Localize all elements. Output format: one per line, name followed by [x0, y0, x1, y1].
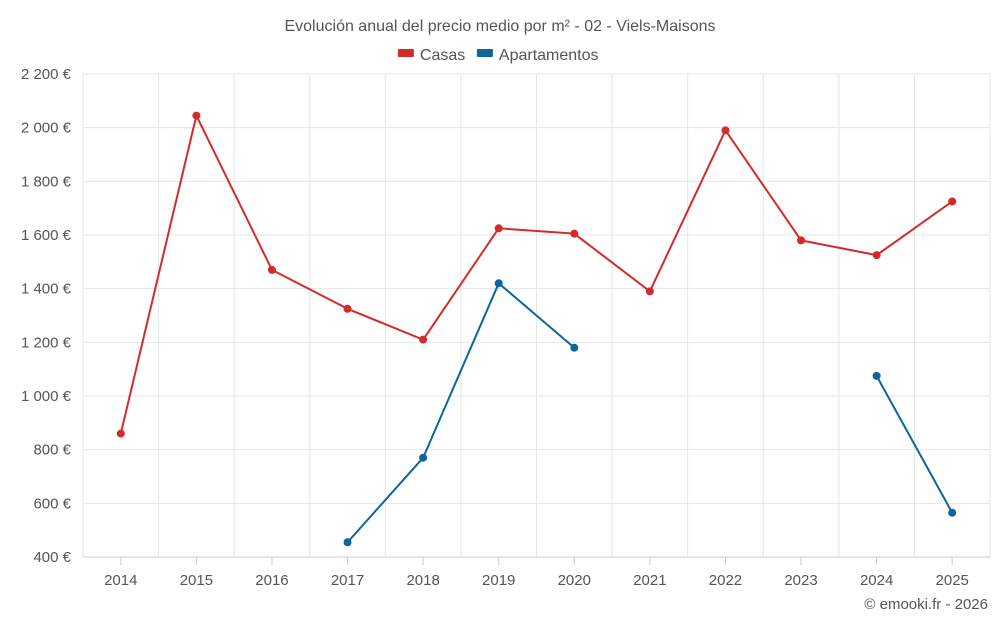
legend: Casas Apartamentos [397, 47, 599, 64]
data-point[interactable] [419, 335, 428, 344]
y-tick-label: 1 000 € [21, 388, 72, 405]
data-point[interactable] [721, 126, 730, 135]
y-tick-label: 400 € [33, 549, 71, 566]
data-point[interactable] [948, 197, 957, 206]
data-point[interactable] [872, 251, 881, 260]
y-tick-label: 2 200 € [21, 66, 72, 83]
legend-label: Apartamentos [499, 47, 599, 64]
data-point[interactable] [872, 371, 881, 380]
chart-title: Evolución anual del precio medio por m² … [284, 18, 715, 35]
series-apartamentos [343, 279, 957, 547]
data-point[interactable] [948, 508, 957, 517]
data-point[interactable] [645, 287, 654, 296]
x-tick-label: 2022 [709, 572, 742, 589]
y-tick-label: 1 800 € [21, 173, 72, 190]
data-point[interactable] [570, 343, 579, 352]
legend-swatch [476, 49, 493, 57]
x-tick-label: 2020 [558, 572, 591, 589]
x-tick-label: 2025 [936, 572, 969, 589]
series-line [875, 375, 954, 514]
data-point[interactable] [192, 111, 201, 120]
x-tick-label: 2024 [860, 572, 893, 589]
credit-text: © emooki.fr - 2026 [864, 596, 988, 613]
data-point[interactable] [570, 229, 579, 238]
data-point[interactable] [267, 265, 276, 274]
x-tick-label: 2023 [784, 572, 817, 589]
data-point[interactable] [797, 236, 806, 245]
x-tick-label: 2014 [104, 572, 137, 589]
y-tick-label: 1 600 € [21, 227, 72, 244]
series-layer [116, 111, 957, 547]
x-tick-label: 2017 [331, 572, 364, 589]
legend-label: Casas [420, 47, 465, 64]
data-point[interactable] [419, 453, 428, 462]
y-tick-label: 2 000 € [21, 120, 72, 137]
y-tick-label: 1 400 € [21, 281, 72, 298]
legend-item-casas[interactable]: Casas [397, 47, 465, 64]
x-tick-label: 2021 [633, 572, 666, 589]
data-point[interactable] [343, 538, 352, 547]
series-line [119, 114, 953, 434]
data-point[interactable] [343, 304, 352, 313]
data-point[interactable] [494, 279, 503, 288]
series-casas [116, 111, 957, 438]
axes: 400 € 600 € 800 € 1 000 € 1 200 € 1 400 € 1 60… [21, 66, 990, 589]
data-point[interactable] [116, 429, 125, 438]
legend-swatch [397, 49, 414, 57]
legend-item-apartamentos[interactable]: Apartamentos [476, 47, 599, 64]
x-tick-label: 2018 [406, 572, 439, 589]
y-tick-label: 600 € [33, 495, 71, 512]
grid [82, 73, 991, 557]
y-tick-label: 1 200 € [21, 334, 72, 351]
series-line [346, 282, 575, 543]
x-tick-label: 2016 [255, 572, 288, 589]
data-point[interactable] [494, 224, 503, 233]
x-tick-label: 2019 [482, 572, 515, 589]
y-tick-label: 800 € [33, 442, 71, 459]
x-tick-label: 2015 [180, 572, 213, 589]
